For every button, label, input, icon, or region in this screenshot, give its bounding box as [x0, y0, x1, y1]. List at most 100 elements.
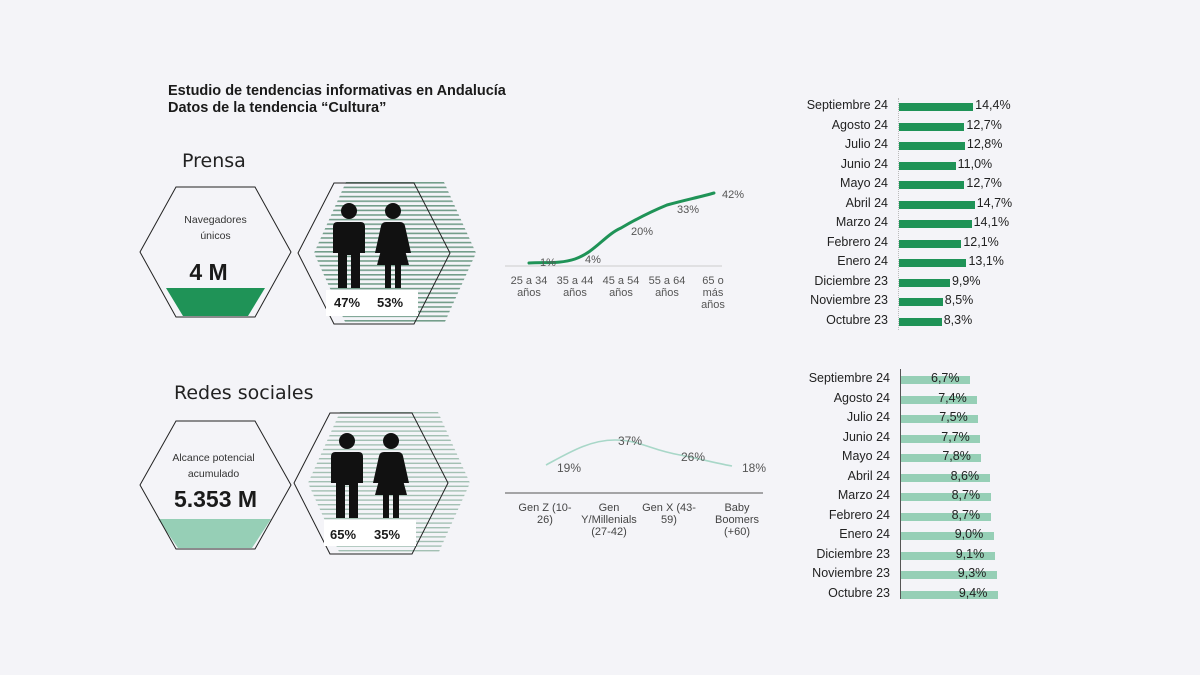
bar — [901, 532, 994, 540]
bar-category-label: Febrero 24 — [826, 234, 888, 249]
prensa-monthly-bar-chart: Septiembre 24 14,4% Agosto 24 12,7% Julio 24… — [780, 96, 1060, 336]
bar — [901, 454, 982, 462]
bar — [901, 590, 998, 599]
bar-value-label: 7,5% — [939, 410, 968, 424]
x-tick-label: 25 a 34 años — [510, 275, 548, 299]
bar-value-label: 8,7% — [951, 507, 981, 522]
bar-value-label: 9,9% — [951, 273, 981, 288]
redes-monthly-bar-chart: Septiembre 24 6,7% Agosto 24 7,4% Julio 24 7,… — [780, 369, 1060, 609]
bar — [899, 220, 972, 228]
x-tick-label: 65 o más años — [701, 275, 725, 311]
hexagon-shape — [139, 186, 292, 318]
point-label: 26% — [681, 450, 706, 464]
gender-pct-box — [326, 290, 418, 316]
male-icon — [331, 433, 363, 518]
bar — [899, 298, 943, 306]
bar — [901, 434, 981, 443]
bar-category-label: Agosto 24 — [831, 117, 888, 132]
bar — [899, 181, 965, 189]
bar — [899, 278, 950, 287]
bar-category-label: Agosto 24 — [833, 390, 890, 405]
line-chart-svg — [505, 439, 763, 494]
bar-category-label: Marzo 24 — [837, 488, 890, 502]
bar-value-label: 8,6% — [950, 468, 980, 483]
bar — [901, 512, 991, 521]
redes-metric-label: Alcance potencial acumulado — [172, 452, 255, 480]
bar — [901, 376, 970, 384]
point-label: 19% — [557, 461, 582, 475]
bar-category-label: Julio 24 — [846, 410, 890, 424]
bar-value-label: 9,3% — [957, 566, 987, 580]
bar-category-label: Julio 24 — [844, 137, 888, 151]
bar-category-label: Mayo 24 — [842, 449, 890, 463]
bar-value-label: 9,4% — [958, 585, 988, 600]
redes-generation-line-chart: 19% 37% 26% 18% Gen Z (10-26) Gen Y/Mill… — [500, 420, 780, 550]
bar-value-label: 8,5% — [944, 293, 974, 307]
bar-category-label: Febrero 24 — [828, 507, 890, 522]
bar-category-label: Marzo 24 — [835, 215, 888, 229]
redes-metric-hexagon: Alcance potencial acumulado 5.353 M — [138, 420, 293, 550]
x-tick-label: 35 a 44 años — [556, 275, 594, 299]
bar-axis — [898, 98, 900, 330]
bar — [901, 415, 979, 423]
bar — [901, 551, 995, 560]
title-line-1: Estudio de tendencias informativas en An… — [168, 83, 506, 99]
gender-pct-box — [324, 520, 416, 546]
redes-generation-line — [545, 439, 733, 467]
point-label: 4% — [585, 254, 601, 266]
x-tick-label: Gen X (43-59) — [642, 502, 696, 526]
point-label: 37% — [618, 434, 643, 448]
bar-value-label: 12,7% — [966, 176, 1002, 190]
point-label: 1% — [540, 257, 556, 269]
bar — [899, 259, 967, 267]
bar-value-label: 8,3% — [943, 312, 973, 327]
prensa-age-line — [527, 191, 716, 265]
male-pct: 47% — [334, 295, 361, 310]
prensa-metric-hexagon: Navegadores únicos 4 M — [138, 186, 293, 318]
bar-category-label: Junio 24 — [842, 429, 890, 444]
x-tick-label: Gen Z (10-26) — [518, 502, 572, 526]
bar-value-label: 12,1% — [963, 234, 999, 249]
bar-value-label: 9,1% — [955, 546, 985, 561]
female-icon — [373, 433, 409, 518]
bar — [899, 239, 962, 248]
section-label-redes: Redes sociales — [174, 382, 314, 404]
bar — [899, 317, 942, 326]
x-tick-label: Baby Boomers (+60) — [714, 502, 760, 538]
prensa-metric-label: Navegadores únicos — [184, 214, 247, 242]
redes-metric-value: 5.353 M — [173, 486, 258, 512]
bar-category-label: Octubre 23 — [828, 585, 890, 600]
bar — [901, 493, 991, 501]
female-icon — [375, 203, 411, 288]
bar-category-label: Noviembre 23 — [812, 566, 890, 580]
bar-category-label: Septiembre 24 — [806, 98, 888, 112]
bar-category-label: Enero 24 — [839, 527, 890, 541]
bar — [899, 142, 965, 150]
title-line-2: Datos de la tendencia “Cultura” — [168, 100, 387, 116]
bar-value-label: 12,7% — [966, 117, 1002, 132]
bar — [899, 161, 956, 170]
bar-category-label: Mayo 24 — [840, 176, 888, 190]
bar — [899, 200, 975, 209]
bar-category-label: Junio 24 — [840, 156, 888, 171]
bar-value-label: 7,8% — [942, 449, 971, 463]
bar — [901, 395, 978, 404]
point-label: 18% — [742, 461, 767, 475]
prensa-metric-value: 4 M — [189, 259, 228, 285]
bar — [899, 122, 965, 131]
bar-value-label: 14,4% — [975, 98, 1011, 112]
female-pct: 35% — [374, 527, 401, 542]
bar-value-label: 7,7% — [941, 429, 970, 444]
bar-value-label: 11,0% — [957, 156, 993, 171]
bar-category-label: Abril 24 — [847, 468, 890, 483]
bar-value-label: 14,1% — [973, 215, 1010, 229]
bar-value-label: 12,8% — [966, 137, 1003, 151]
prensa-age-line-chart: 1% 4% 20% 33% 42% 25 a 34 años 35 a 44 a… — [500, 180, 760, 320]
bar-category-label: Noviembre 23 — [810, 293, 888, 307]
bar-category-label: Diciembre 23 — [816, 546, 890, 561]
male-icon — [333, 203, 365, 288]
bar-value-label: 13,1% — [968, 254, 1004, 268]
bar-value-label: 9,0% — [954, 527, 984, 541]
section-label-prensa: Prensa — [182, 150, 246, 172]
female-pct: 53% — [377, 295, 404, 310]
